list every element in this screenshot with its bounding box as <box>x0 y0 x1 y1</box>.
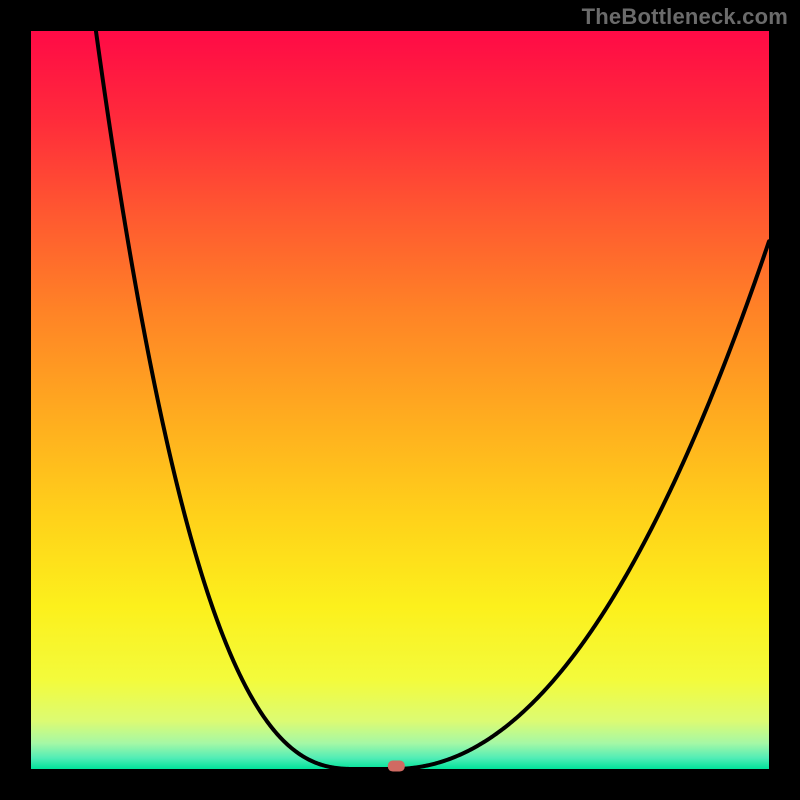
optimal-point-marker <box>388 761 405 772</box>
chart-container: TheBottleneck.com <box>0 0 800 800</box>
bottleneck-chart <box>0 0 800 800</box>
chart-gradient-background <box>31 31 769 769</box>
watermark-text: TheBottleneck.com <box>582 4 788 30</box>
